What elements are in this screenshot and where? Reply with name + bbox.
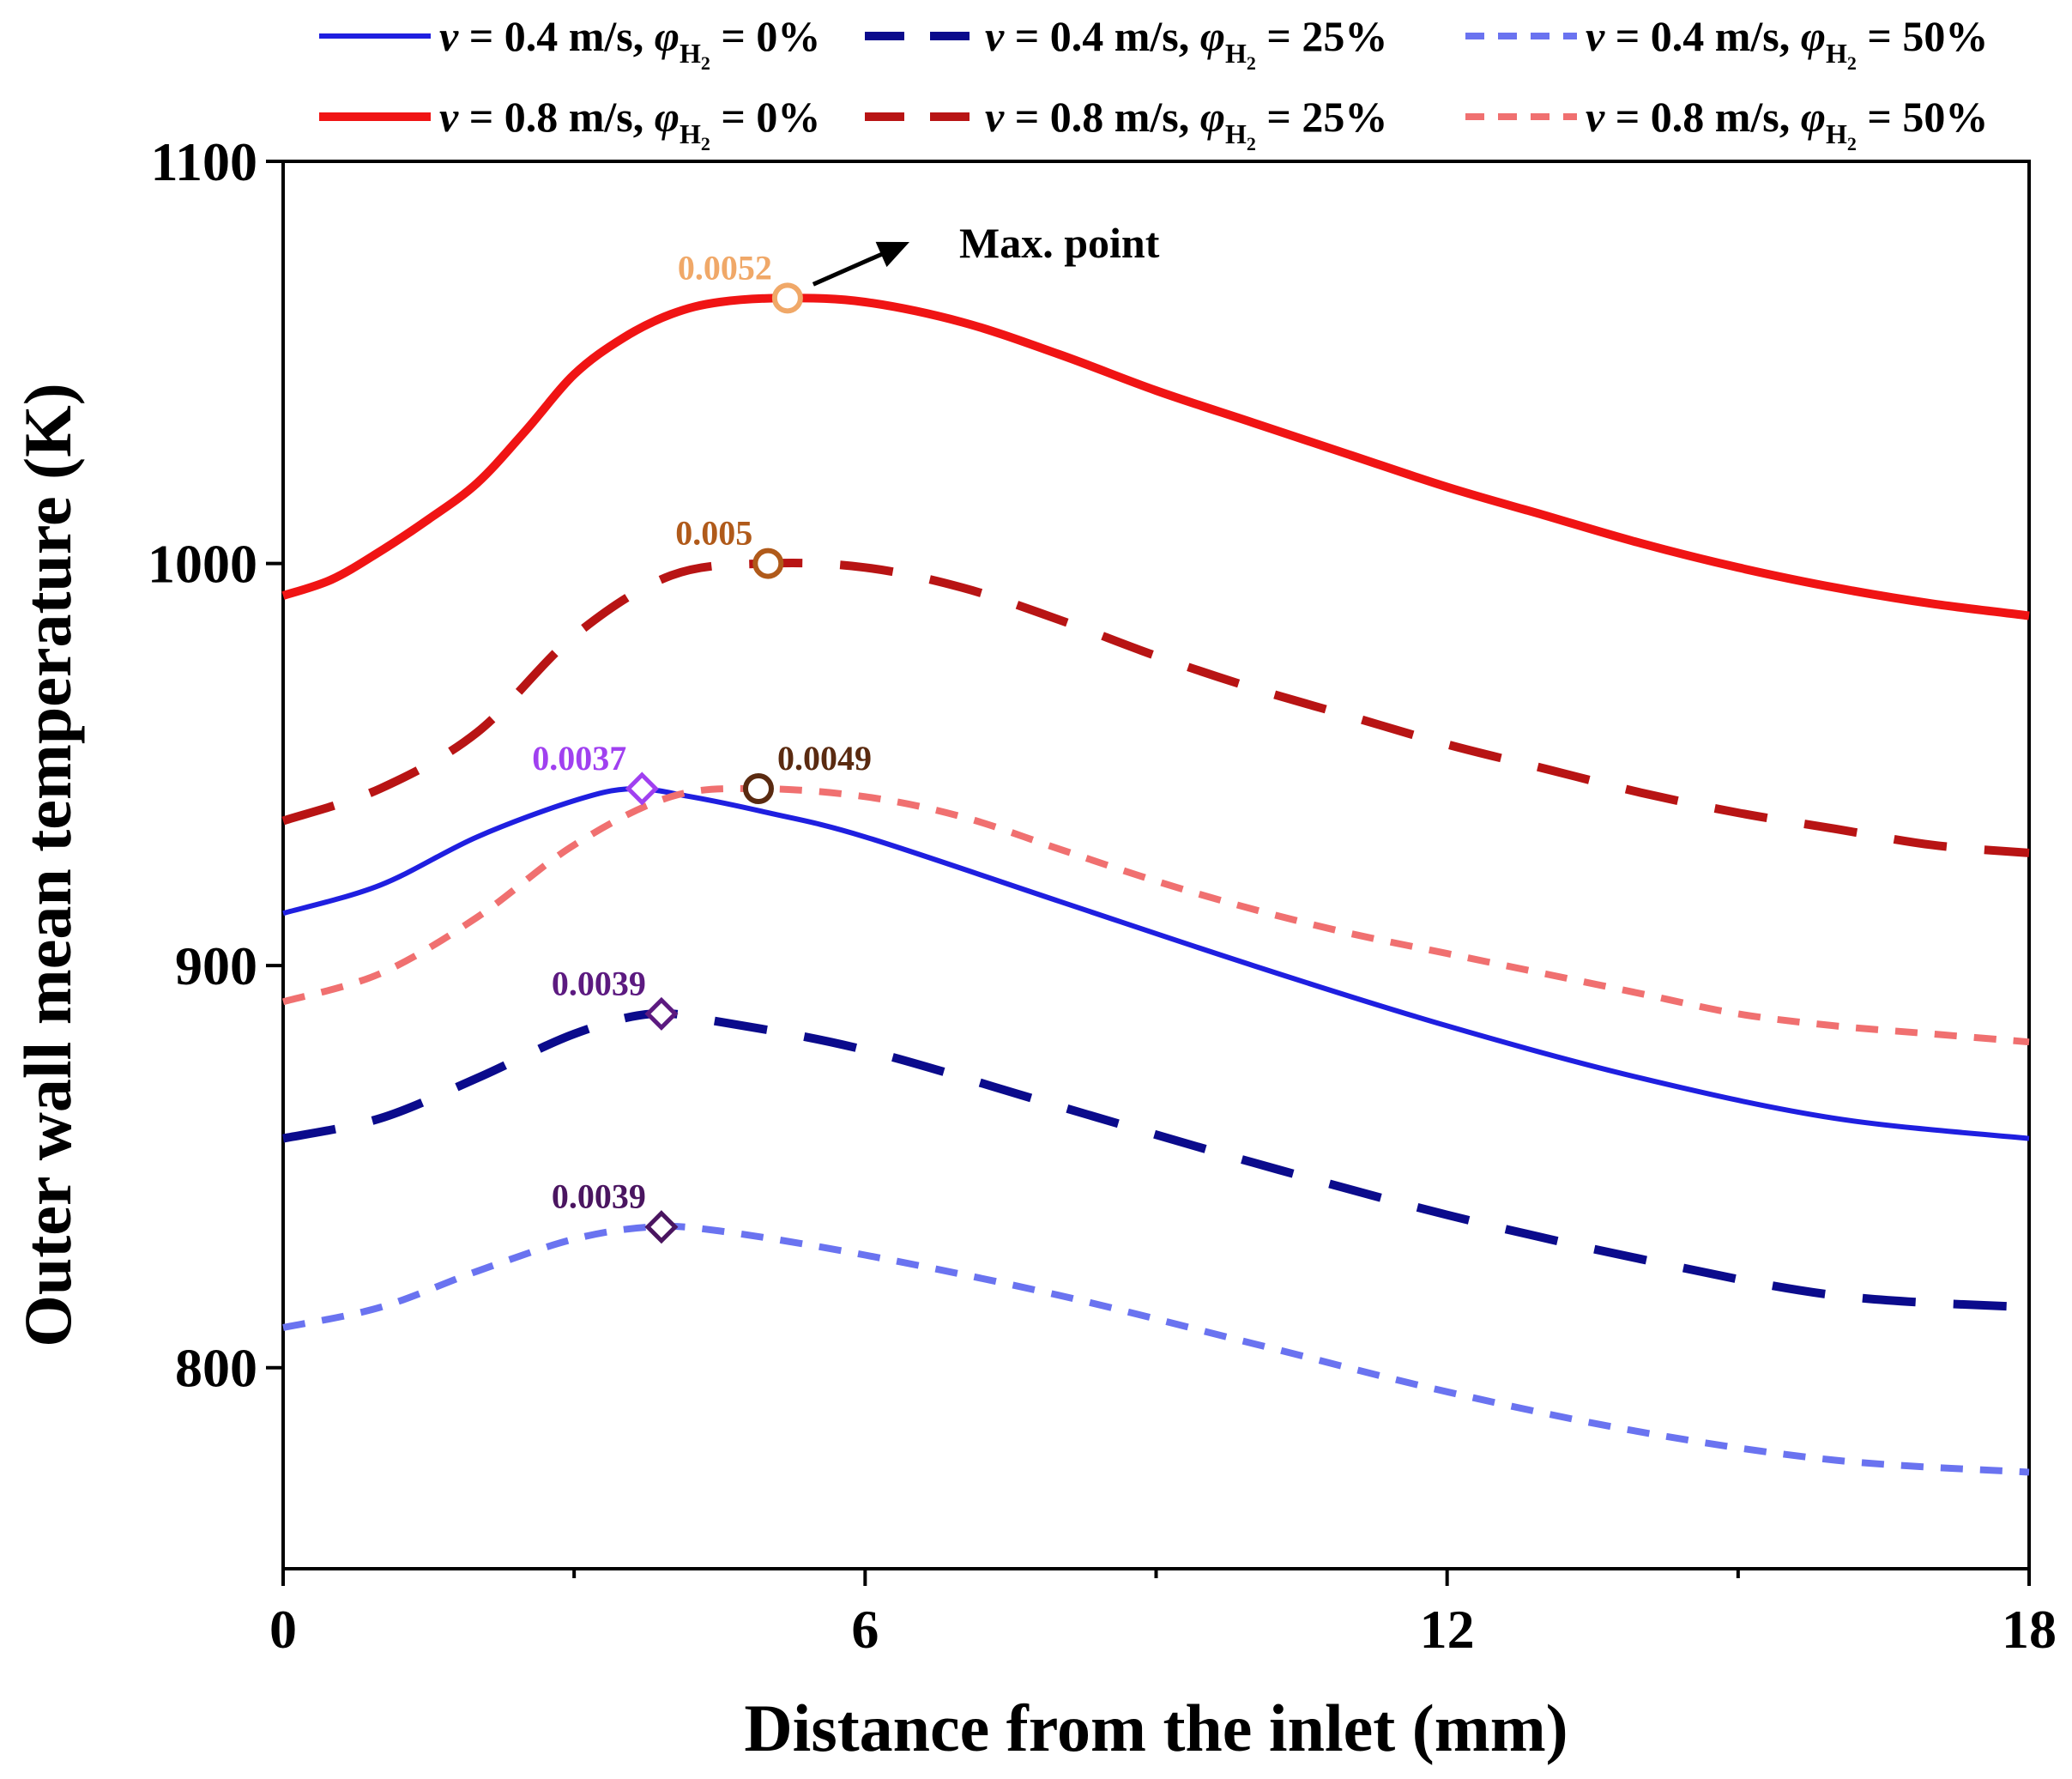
- legend-sub-2: 2: [701, 133, 710, 154]
- legend-phi: φ: [1200, 12, 1225, 60]
- max-point-label: 0.005: [675, 514, 752, 553]
- legend-speed: = 0.4 m/s,: [1604, 12, 1801, 60]
- legend-phi: φ: [1801, 93, 1826, 141]
- series-lines: [281, 293, 2030, 1476]
- legend-v: v: [439, 12, 459, 60]
- legend-fraction: = 0%: [710, 12, 821, 60]
- x-tick-label: 18: [2002, 1599, 2057, 1660]
- legend-entry: v = 0.8 m/s, φH2 = 25%: [985, 93, 1387, 154]
- y-axis: 800 900 1000 1100: [148, 131, 283, 1399]
- y-tick-label: 800: [175, 1338, 257, 1399]
- annotation-arrow: [812, 247, 893, 287]
- annotation-label: Max. point: [959, 219, 1160, 267]
- series-line: [281, 559, 2030, 857]
- legend-v: v: [439, 93, 459, 141]
- legend-sub-2: 2: [701, 52, 710, 74]
- x-axis: 0 6 12 18: [269, 1569, 2057, 1660]
- legend-entry: v = 0.4 m/s, φH2 = 25%: [985, 12, 1387, 74]
- legend-sub-h: H: [680, 38, 701, 69]
- max-point-marker: [644, 996, 679, 1031]
- legend-speed: = 0.4 m/s,: [458, 12, 655, 60]
- legend-entry: v = 0.8 m/s, φH2 = 0%: [439, 93, 820, 154]
- legend-fraction: = 25%: [1256, 12, 1388, 60]
- annotation-arrow-head: [875, 241, 909, 268]
- legend-v: v: [985, 93, 1005, 141]
- series-line: [282, 785, 2030, 1141]
- legend-v: v: [985, 12, 1005, 60]
- legend-fraction: = 25%: [1256, 93, 1388, 141]
- max-point-markers: 0.0037 0.0039 0.0039 0.0052 0.005 0.0049: [532, 248, 872, 1244]
- legend-phi: φ: [1200, 93, 1225, 141]
- x-tick-label: 0: [269, 1599, 297, 1660]
- legend-speed: = 0.8 m/s,: [1604, 93, 1801, 141]
- legend-fraction: = 50%: [1857, 93, 1989, 141]
- legend-sub-h: H: [1225, 118, 1247, 149]
- legend-sub-h: H: [680, 118, 701, 149]
- max-point-label: 0.0039: [552, 964, 646, 1002]
- max-point-label: 0.0049: [777, 739, 872, 778]
- series-line: [281, 293, 2030, 620]
- legend-entry: v = 0.8 m/s, φH2 = 50%: [1586, 93, 1988, 154]
- plot-frame: [281, 160, 2031, 1570]
- y-tick-label: 900: [175, 935, 257, 996]
- legend-sub-2: 2: [1247, 133, 1256, 154]
- legend-entry: v = 0.4 m/s, φH2 = 50%: [1586, 12, 1988, 74]
- max-point-marker: [771, 282, 803, 314]
- legend-speed: = 0.8 m/s,: [458, 93, 655, 141]
- legend-fraction: = 0%: [710, 93, 821, 141]
- max-point-marker: [644, 1210, 679, 1244]
- series-line: [281, 784, 2030, 1046]
- max-point-annotation: Max. point: [812, 219, 1160, 287]
- legend-sub-h: H: [1225, 38, 1247, 69]
- legend-v: v: [1586, 12, 1605, 60]
- legend-sub-2: 2: [1847, 52, 1857, 74]
- legend-v: v: [1586, 93, 1605, 141]
- max-point-label: 0.0052: [678, 248, 772, 287]
- legend-speed: = 0.8 m/s,: [1004, 93, 1200, 141]
- legend-phi: φ: [655, 93, 680, 141]
- legend-phi: φ: [655, 12, 680, 60]
- plot-area: 0.0037 0.0039 0.0039 0.0052 0.005 0.0049 Max.…: [281, 160, 2031, 1570]
- legend-phi: φ: [1801, 12, 1826, 60]
- legend-sub-2: 2: [1847, 133, 1857, 154]
- max-point-marker: [752, 548, 784, 579]
- y-tick-label: 1100: [151, 131, 257, 192]
- x-tick-label: 6: [851, 1599, 879, 1660]
- y-axis-title: Outer wall mean temperature (K): [10, 383, 85, 1347]
- legend: v = 0.4 m/s, φH2 = 0% v = 0.4 m/s, φH2 = …: [319, 12, 1988, 154]
- series-line: [282, 1223, 2030, 1476]
- legend-fraction: = 50%: [1857, 12, 1989, 60]
- legend-sub-2: 2: [1247, 52, 1256, 74]
- legend-speed: = 0.4 m/s,: [1004, 12, 1200, 60]
- legend-entry: v = 0.4 m/s, φH2 = 0%: [439, 12, 820, 74]
- x-tick-label: 12: [1420, 1599, 1475, 1660]
- y-tick-label: 1000: [148, 534, 257, 595]
- legend-sub-h: H: [1826, 38, 1847, 69]
- max-point-label: 0.0039: [552, 1177, 646, 1216]
- series-line: [281, 1008, 2030, 1312]
- max-point-label: 0.0037: [532, 739, 626, 778]
- max-point-marker: [625, 772, 659, 806]
- x-axis-title: Distance from the inlet (mm): [744, 1691, 1568, 1765]
- legend-sub-h: H: [1826, 118, 1847, 149]
- max-point-marker: [742, 772, 774, 804]
